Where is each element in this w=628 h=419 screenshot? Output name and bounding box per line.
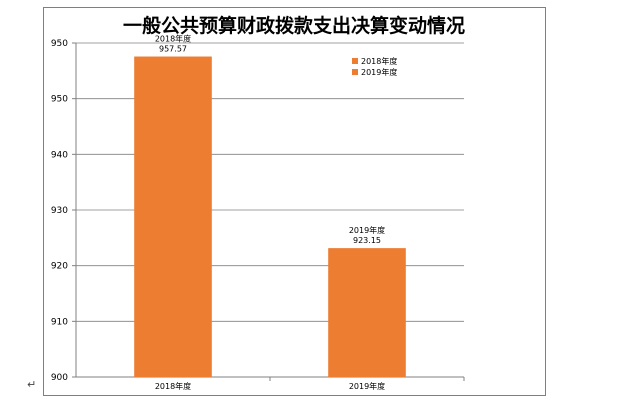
chart-title: 一般公共预算财政拨款支出决算变动情况 bbox=[123, 14, 465, 37]
y-tick-label: 940 bbox=[51, 150, 68, 160]
data-label-category: 2019年度 bbox=[349, 225, 385, 235]
chart-frame bbox=[43, 7, 546, 396]
y-tick-label: 950 bbox=[51, 95, 68, 105]
data-label-value: 957.57 bbox=[159, 45, 187, 54]
bar bbox=[328, 248, 406, 377]
bars bbox=[134, 56, 406, 377]
paragraph-return-mark: ↵ bbox=[27, 378, 37, 391]
legend-swatch bbox=[352, 69, 358, 75]
x-category-label: 2018年度 bbox=[155, 381, 191, 391]
legend-label: 2018年度 bbox=[361, 56, 397, 66]
legend-label: 2019年度 bbox=[361, 67, 397, 77]
bar bbox=[134, 56, 212, 377]
x-category-label: 2019年度 bbox=[349, 381, 385, 391]
legend-swatch bbox=[352, 58, 358, 64]
y-tick-label: 910 bbox=[51, 317, 68, 327]
y-tick-label: 950 bbox=[51, 39, 68, 49]
y-tick-label: 920 bbox=[51, 262, 68, 272]
data-label-value: 923.15 bbox=[353, 236, 381, 245]
data-label-category: 2018年度 bbox=[155, 34, 191, 44]
y-tick-label: 900 bbox=[51, 373, 68, 383]
y-tick-label: 930 bbox=[51, 206, 68, 216]
